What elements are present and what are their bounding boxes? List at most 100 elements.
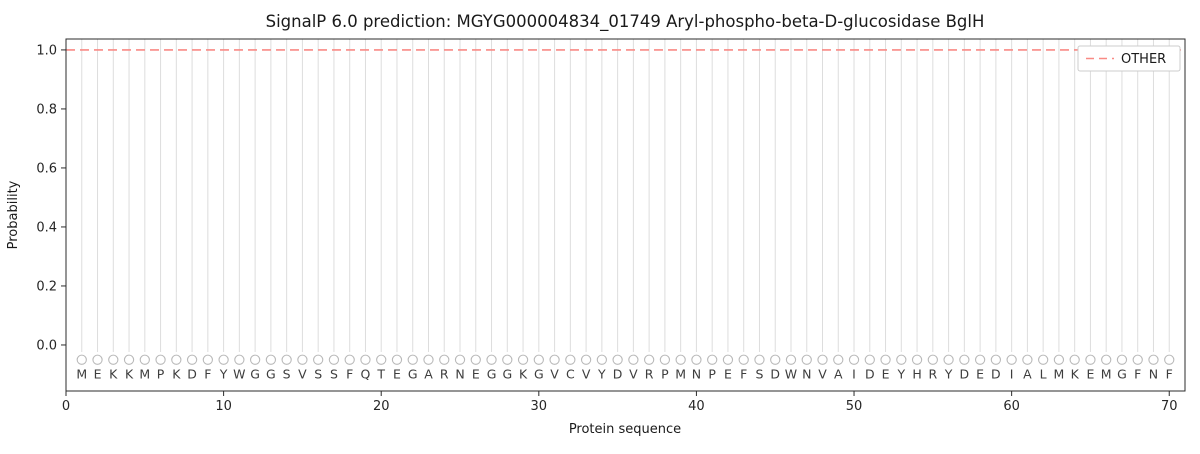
x-tick-label: 40 xyxy=(688,399,705,414)
residue-letter: R xyxy=(645,366,654,381)
residue-marker-circle xyxy=(1148,354,1159,365)
residue-marker-circle xyxy=(360,354,371,365)
residue-marker-circle xyxy=(234,354,245,365)
residue-letter: V xyxy=(582,366,591,381)
residue-marker-circle xyxy=(675,354,686,365)
residue-marker-circle xyxy=(1164,354,1175,365)
residue-letter: Y xyxy=(944,366,953,381)
residue-letter: N xyxy=(1149,366,1158,381)
residue-marker-circle xyxy=(959,354,970,365)
residue-letter: R xyxy=(440,366,449,381)
residue-letter: N xyxy=(802,366,811,381)
y-axis-label: Probability xyxy=(6,180,21,249)
residue-letter: A xyxy=(424,366,433,381)
residue-letter: F xyxy=(740,366,747,381)
plot-border xyxy=(65,38,1186,392)
residue-letter: E xyxy=(1086,366,1094,381)
residue-marker-circle xyxy=(123,354,135,365)
residue-letter: Y xyxy=(219,366,228,381)
residue-letter: V xyxy=(298,366,307,381)
residue-letter: G xyxy=(250,366,260,381)
residue-marker-circle xyxy=(927,354,938,365)
residue-marker-circle xyxy=(155,354,166,365)
residue-marker-circle xyxy=(880,354,891,365)
residue-letter: L xyxy=(1040,366,1047,381)
residue-marker-circle xyxy=(628,354,639,365)
residue-marker-circle xyxy=(896,354,907,365)
residue-marker-circle xyxy=(691,354,702,365)
residue-letter: P xyxy=(708,366,716,381)
residue-letter: Y xyxy=(597,366,606,381)
residue-letter: G xyxy=(1117,366,1127,381)
residue-marker-circle xyxy=(565,354,576,365)
y-tick-label: 0.6 xyxy=(36,161,57,176)
residue-markers xyxy=(76,354,1175,365)
residue-letter: S xyxy=(314,366,322,381)
residue-letter: D xyxy=(960,366,970,381)
residue-marker-circle xyxy=(76,354,87,365)
residue-marker-circle xyxy=(864,354,875,365)
residue-marker-circle xyxy=(738,354,749,365)
legend-label: OTHER xyxy=(1121,52,1166,67)
residue-letter: V xyxy=(629,366,638,381)
y-tick-label: 0.2 xyxy=(36,279,57,294)
residue-letter: T xyxy=(376,366,385,381)
residue-letter: S xyxy=(755,366,763,381)
residue-letter: S xyxy=(283,366,291,381)
residue-marker-circle xyxy=(943,354,954,365)
residue-letter: P xyxy=(661,366,669,381)
x-axis-ticks: 0 10 20 30 40 50 60 70 xyxy=(62,391,1178,414)
residue-marker-circle xyxy=(707,354,718,365)
residue-letter: E xyxy=(882,366,890,381)
residue-marker-circle xyxy=(1022,354,1033,365)
residue-marker-circle xyxy=(1069,354,1080,365)
residue-marker-circle xyxy=(502,354,513,365)
x-tick-label: 10 xyxy=(215,399,232,414)
x-axis-label: Protein sequence xyxy=(569,422,681,437)
residue-marker-circle xyxy=(974,354,986,365)
residue-marker-circle xyxy=(785,354,797,365)
residue-letter: I xyxy=(1010,366,1014,381)
residue-marker-circle xyxy=(249,354,261,365)
residue-letter: P xyxy=(157,366,165,381)
residue-marker-circle xyxy=(344,354,355,365)
residue-letter: G xyxy=(534,366,544,381)
residue-marker-circle xyxy=(1038,354,1049,365)
residue-letter: Q xyxy=(361,366,371,381)
residue-marker-circle xyxy=(218,354,229,365)
residue-marker-circle xyxy=(754,354,765,365)
residue-letter: M xyxy=(76,366,87,381)
residue-letter: V xyxy=(550,366,559,381)
residue-letter: I xyxy=(852,366,856,381)
residue-marker-circle xyxy=(297,354,308,365)
x-tick-label: 0 xyxy=(62,399,70,414)
residue-letter: D xyxy=(770,366,780,381)
residue-letter: S xyxy=(330,366,338,381)
residue-marker-circle xyxy=(470,354,481,365)
residue-marker-circle xyxy=(1053,354,1065,365)
residue-marker-circle xyxy=(454,354,466,365)
residue-marker-circle xyxy=(596,354,608,365)
residue-marker-circle xyxy=(1085,354,1096,365)
residue-letter: F xyxy=(1166,366,1173,381)
residue-marker-circle xyxy=(990,354,1002,365)
y-tick-label: 0.4 xyxy=(36,220,57,235)
residue-marker-circle xyxy=(391,354,403,365)
y-tick-label: 0.0 xyxy=(36,338,57,353)
residue-marker-circle xyxy=(643,354,655,365)
residue-letter: A xyxy=(834,366,843,381)
residue-letter: D xyxy=(613,366,623,381)
residue-marker-circle xyxy=(517,354,529,365)
residue-marker-circle xyxy=(848,354,860,365)
x-tick-label: 30 xyxy=(531,399,548,414)
residue-letter: Y xyxy=(896,366,905,381)
residue-letter: G xyxy=(408,366,418,381)
residue-letter: H xyxy=(912,366,921,381)
residue-letter: M xyxy=(139,366,150,381)
x-tick-label: 50 xyxy=(846,399,863,414)
residue-marker-circle xyxy=(1006,354,1017,365)
residue-marker-circle xyxy=(439,354,450,365)
residue-marker-circle xyxy=(376,354,387,365)
residue-marker-circle xyxy=(722,354,734,365)
residue-marker-circle xyxy=(139,354,150,365)
